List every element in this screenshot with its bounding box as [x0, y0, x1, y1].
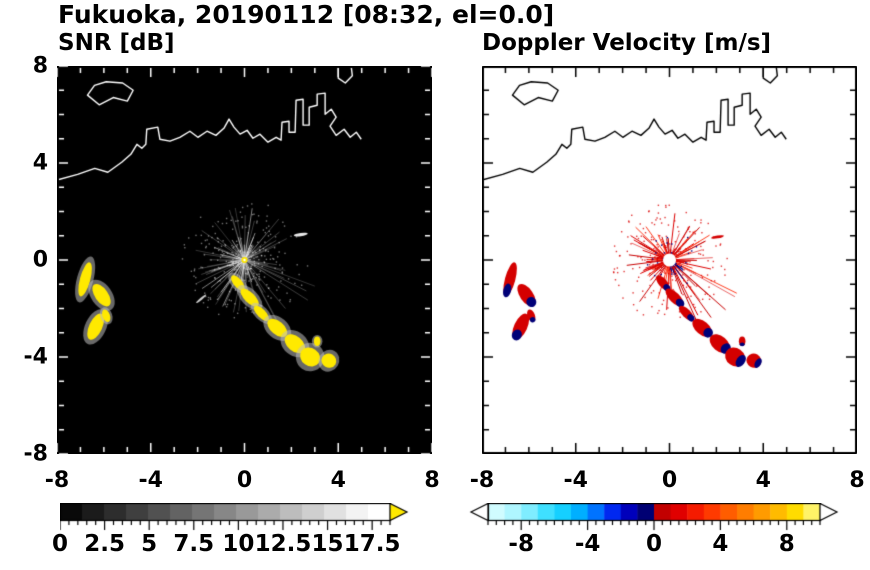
y-tick-label: 4	[32, 150, 48, 176]
snr-panel-canvas	[57, 66, 432, 454]
colorbar-tick-label: 0	[645, 531, 663, 557]
colorbar-tick-label: 12.5	[254, 531, 312, 557]
x-tick-label: 8	[424, 468, 440, 493]
snr-panel-title: SNR [dB]	[58, 30, 175, 56]
y-tick-label: -4	[23, 344, 48, 370]
x-tick-label: 4	[755, 468, 771, 493]
x-tick-label: -8	[44, 468, 70, 493]
y-tick-label: -8	[23, 441, 48, 467]
x-tick-label: 0	[661, 468, 678, 493]
colorbar-tick-label: 7.5	[173, 531, 215, 557]
colorbar-tick-label: 5	[141, 531, 158, 557]
colorbar-tick-label: 4	[712, 531, 729, 557]
colorbar-tick-label: 10	[222, 531, 255, 557]
colorbar-tick-label: 2.5	[84, 531, 125, 557]
colorbar-tick-label: 15	[311, 531, 344, 557]
velocity-colorbar-canvas	[468, 503, 840, 533]
x-tick-label: 4	[330, 468, 346, 493]
colorbar-tick-label: 0	[51, 531, 69, 557]
colorbar-tick-label: -4	[574, 531, 601, 557]
x-tick-label: 0	[236, 468, 253, 493]
colorbar-tick-label: 8	[778, 531, 795, 557]
x-tick-label: -8	[469, 468, 495, 493]
y-tick-label: 8	[32, 53, 48, 79]
velocity-panel-canvas	[482, 66, 857, 454]
snr-colorbar-canvas	[60, 503, 412, 533]
colorbar-tick-label: -8	[508, 531, 534, 557]
velocity-panel-title: Doppler Velocity [m/s]	[482, 30, 772, 56]
x-tick-label: 8	[849, 468, 865, 493]
y-tick-label: 0	[32, 247, 48, 273]
colorbar-tick-label: 17.5	[343, 531, 401, 557]
figure-title: Fukuoka, 20190112 [08:32, el=0.0]	[58, 0, 555, 29]
x-tick-label: -4	[138, 468, 163, 493]
x-tick-label: -4	[563, 468, 588, 493]
